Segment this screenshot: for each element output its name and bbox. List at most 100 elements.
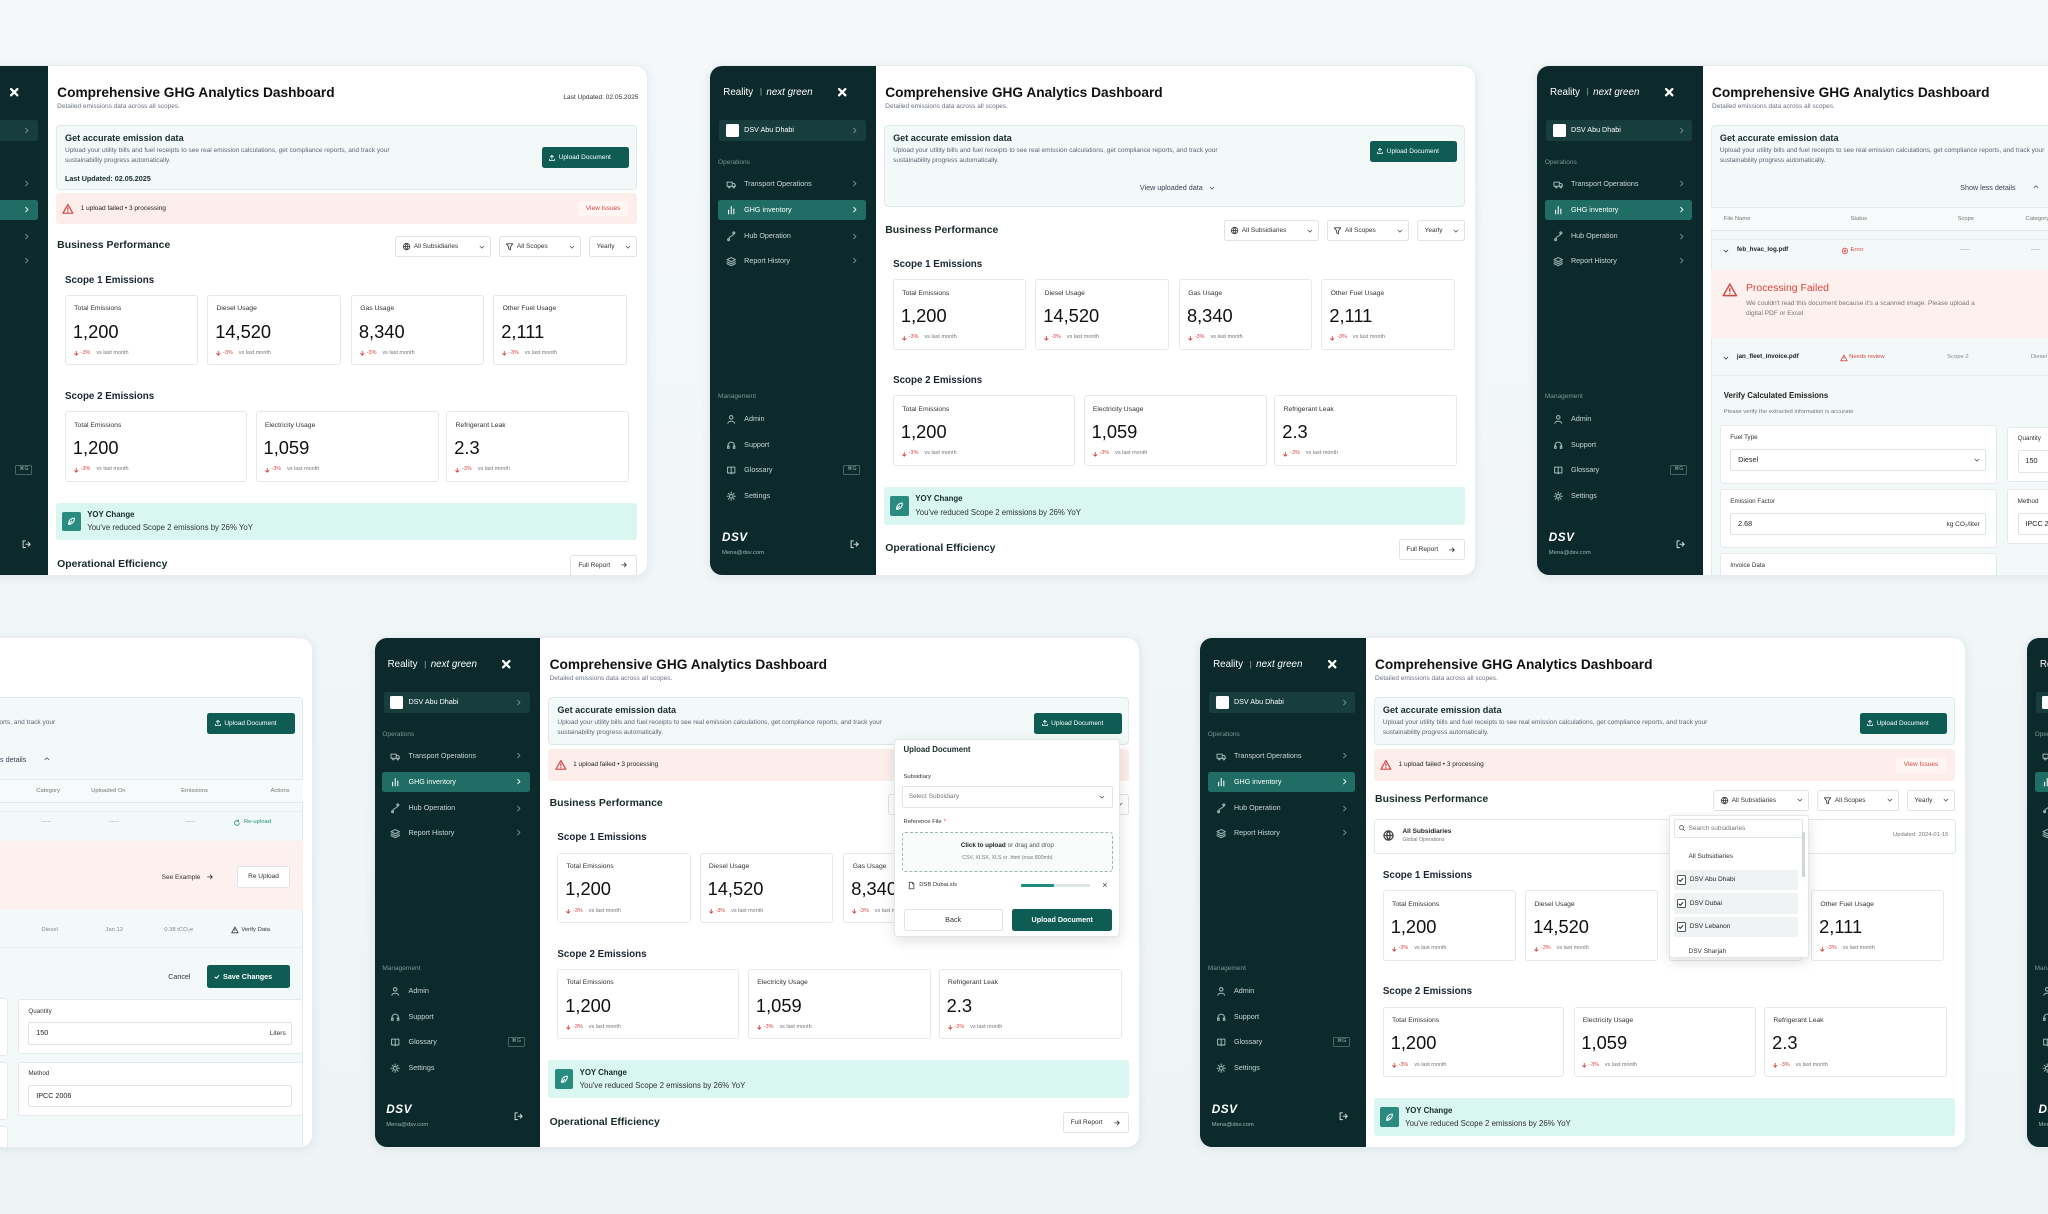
option-highlight[interactable] [1674, 869, 1799, 891]
search-input[interactable] [1674, 818, 1804, 839]
nav-item[interactable] [382, 798, 530, 819]
nav-item[interactable] [718, 226, 866, 247]
subsidiary-selector[interactable] [719, 119, 866, 141]
filter-dropdown[interactable] [1416, 220, 1466, 242]
nav-item[interactable] [2034, 771, 2048, 793]
nav-item[interactable] [718, 199, 866, 221]
subsidiary-selector[interactable] [383, 691, 530, 713]
globe-icon [1382, 830, 1394, 841]
nav-item[interactable] [1545, 486, 1693, 507]
alert-link-pill[interactable] [578, 200, 628, 217]
nav-item[interactable] [1208, 1007, 1356, 1028]
alert-link-pill[interactable] [1896, 757, 1946, 773]
nav-item[interactable] [1208, 823, 1356, 844]
nav-item[interactable] [382, 771, 530, 793]
subsidiary-select[interactable] [902, 785, 1113, 809]
yoy-icon [68, 517, 76, 526]
metric-label: Electricity Usage [1582, 1017, 1634, 1025]
shortcut: ⌘G [1337, 1038, 1347, 1045]
filter-dropdown[interactable] [1326, 220, 1409, 242]
page-title: Comprehensive GHG Analytics Dashboard [57, 84, 335, 100]
re-upload-button[interactable] [237, 865, 290, 888]
filter-dropdown[interactable] [498, 236, 581, 257]
subsidiary-selector[interactable] [1209, 691, 1356, 713]
filter-dropdown[interactable] [588, 236, 638, 257]
field-input[interactable] [1730, 512, 1987, 536]
section-label: Operations [2034, 731, 2048, 739]
filter-dropdown[interactable] [1906, 789, 1955, 811]
section-label: Operations [1207, 731, 1240, 739]
nav-item[interactable] [382, 823, 530, 844]
field-value: 2.68 [1738, 520, 1753, 529]
upload-button[interactable] [207, 712, 295, 734]
checkbox [1676, 922, 1686, 932]
field-input[interactable] [2017, 512, 2048, 536]
field-input[interactable] [2017, 450, 2048, 473]
nav-item[interactable] [718, 250, 866, 271]
nav-item[interactable] [1545, 250, 1693, 271]
nav-item[interactable] [718, 486, 866, 507]
page-title: Comprehensive GHG Analytics Dashboard [1375, 656, 1653, 672]
nav-item[interactable] [1208, 1058, 1356, 1079]
filter-dropdown[interactable] [395, 236, 491, 257]
nav-item[interactable] [1545, 409, 1693, 430]
save-button[interactable] [207, 964, 290, 989]
full-report-button[interactable] [1062, 1112, 1130, 1134]
nav-item[interactable] [0, 486, 38, 507]
field-input[interactable] [28, 1022, 293, 1045]
drop-zone[interactable] [902, 831, 1113, 873]
nav-item[interactable] [382, 1058, 530, 1079]
submit-button[interactable] [1011, 908, 1113, 931]
nav-item[interactable] [1545, 226, 1693, 247]
subsidiary-selector[interactable] [0, 119, 38, 141]
metric-card [1274, 395, 1458, 466]
chevron [1679, 233, 1684, 239]
save-label: Save Changes [223, 972, 273, 981]
nav-item[interactable] [0, 226, 38, 247]
nav-item[interactable] [0, 173, 38, 194]
company-logo: DSV [721, 530, 748, 544]
full-report-button[interactable] [1398, 539, 1466, 560]
nav-item[interactable] [1208, 981, 1356, 1002]
chevron [517, 699, 521, 706]
metric-label: Gas Usage [360, 305, 395, 313]
nav-item[interactable] [1208, 798, 1356, 819]
alert [55, 192, 638, 225]
banner [548, 697, 1130, 746]
nav-label: Transport Operations [744, 179, 812, 188]
user-email: Mena@dsv.com [721, 550, 764, 557]
filter-dropdown[interactable] [1713, 789, 1809, 811]
nav-item[interactable] [0, 435, 38, 456]
nav-item[interactable] [0, 409, 38, 430]
upload-button[interactable] [1859, 712, 1948, 734]
filter-icon [1334, 227, 1342, 235]
full-report-button[interactable] [570, 554, 638, 575]
option-highlight[interactable] [1674, 916, 1799, 938]
filter-dropdown[interactable] [1816, 789, 1899, 811]
field-input[interactable] [28, 1085, 293, 1108]
nav-item[interactable] [1207, 771, 1356, 793]
upload-button[interactable] [541, 147, 630, 169]
upload-button[interactable] [1034, 712, 1122, 734]
row-divider [1710, 374, 2048, 376]
option-highlight[interactable] [1674, 893, 1799, 914]
chevron [1397, 229, 1403, 233]
back-button[interactable] [903, 908, 1003, 931]
nav-item[interactable] [1545, 435, 1693, 456]
banner-text: Upload your utility bills and fuel recei… [893, 146, 1218, 164]
nav-item[interactable] [382, 981, 530, 1002]
field-card [0, 1125, 8, 1148]
yoy-text: You've reduced Scope 2 emissions by 26% … [579, 1080, 746, 1090]
subsidiary-selector[interactable] [1546, 119, 1693, 141]
nav-item[interactable] [1544, 199, 1693, 221]
field-input[interactable] [1730, 448, 1987, 472]
upload-button[interactable] [1369, 140, 1458, 162]
filter-dropdown[interactable] [1223, 220, 1319, 242]
metric-change: -3% [573, 907, 583, 914]
nav-item[interactable] [0, 250, 38, 271]
nav-item[interactable] [382, 1007, 530, 1028]
nav-item[interactable] [718, 435, 866, 456]
nav-item[interactable] [0, 199, 38, 221]
nav-item[interactable] [718, 409, 866, 430]
